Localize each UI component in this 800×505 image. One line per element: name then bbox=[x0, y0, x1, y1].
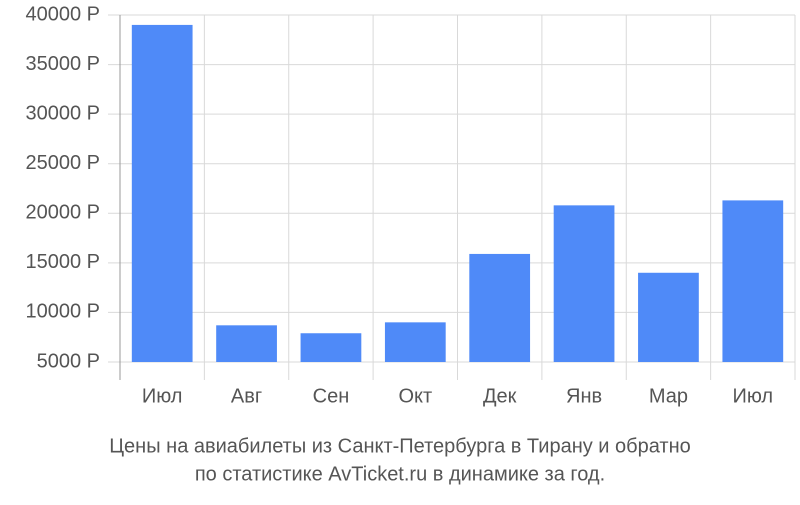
x-tick-label: Авг bbox=[231, 385, 262, 407]
y-tick-label: 30000 Р bbox=[25, 102, 100, 124]
y-tick-label: 10000 Р bbox=[25, 301, 100, 323]
y-tick-label: 40000 Р bbox=[25, 3, 100, 25]
caption-line: по статистике AvTicket.ru в динамике за … bbox=[195, 463, 605, 485]
bar bbox=[131, 24, 193, 363]
y-tick-label: 5000 Р bbox=[37, 350, 100, 372]
y-tick-label: 25000 Р bbox=[25, 152, 100, 174]
bar bbox=[722, 200, 784, 362]
x-tick-label: Янв bbox=[566, 385, 602, 407]
x-tick-label: Мар bbox=[649, 385, 688, 407]
bar bbox=[300, 333, 362, 362]
y-tick-label: 35000 Р bbox=[25, 53, 100, 75]
y-tick-label: 15000 Р bbox=[25, 251, 100, 273]
x-tick-label: Дек bbox=[483, 385, 517, 407]
x-tick-label: Июл bbox=[733, 385, 774, 407]
bar bbox=[384, 322, 446, 362]
bar bbox=[553, 205, 615, 362]
caption-line: Цены на авиабилеты из Санкт-Петербурга в… bbox=[109, 435, 690, 457]
bar bbox=[638, 272, 699, 362]
x-tick-label: Июл bbox=[142, 385, 183, 407]
bar bbox=[216, 325, 277, 362]
x-tick-label: Окт bbox=[398, 385, 432, 407]
bar bbox=[469, 253, 531, 362]
x-tick-label: Сен bbox=[313, 385, 350, 407]
y-tick-label: 20000 Р bbox=[25, 202, 100, 224]
